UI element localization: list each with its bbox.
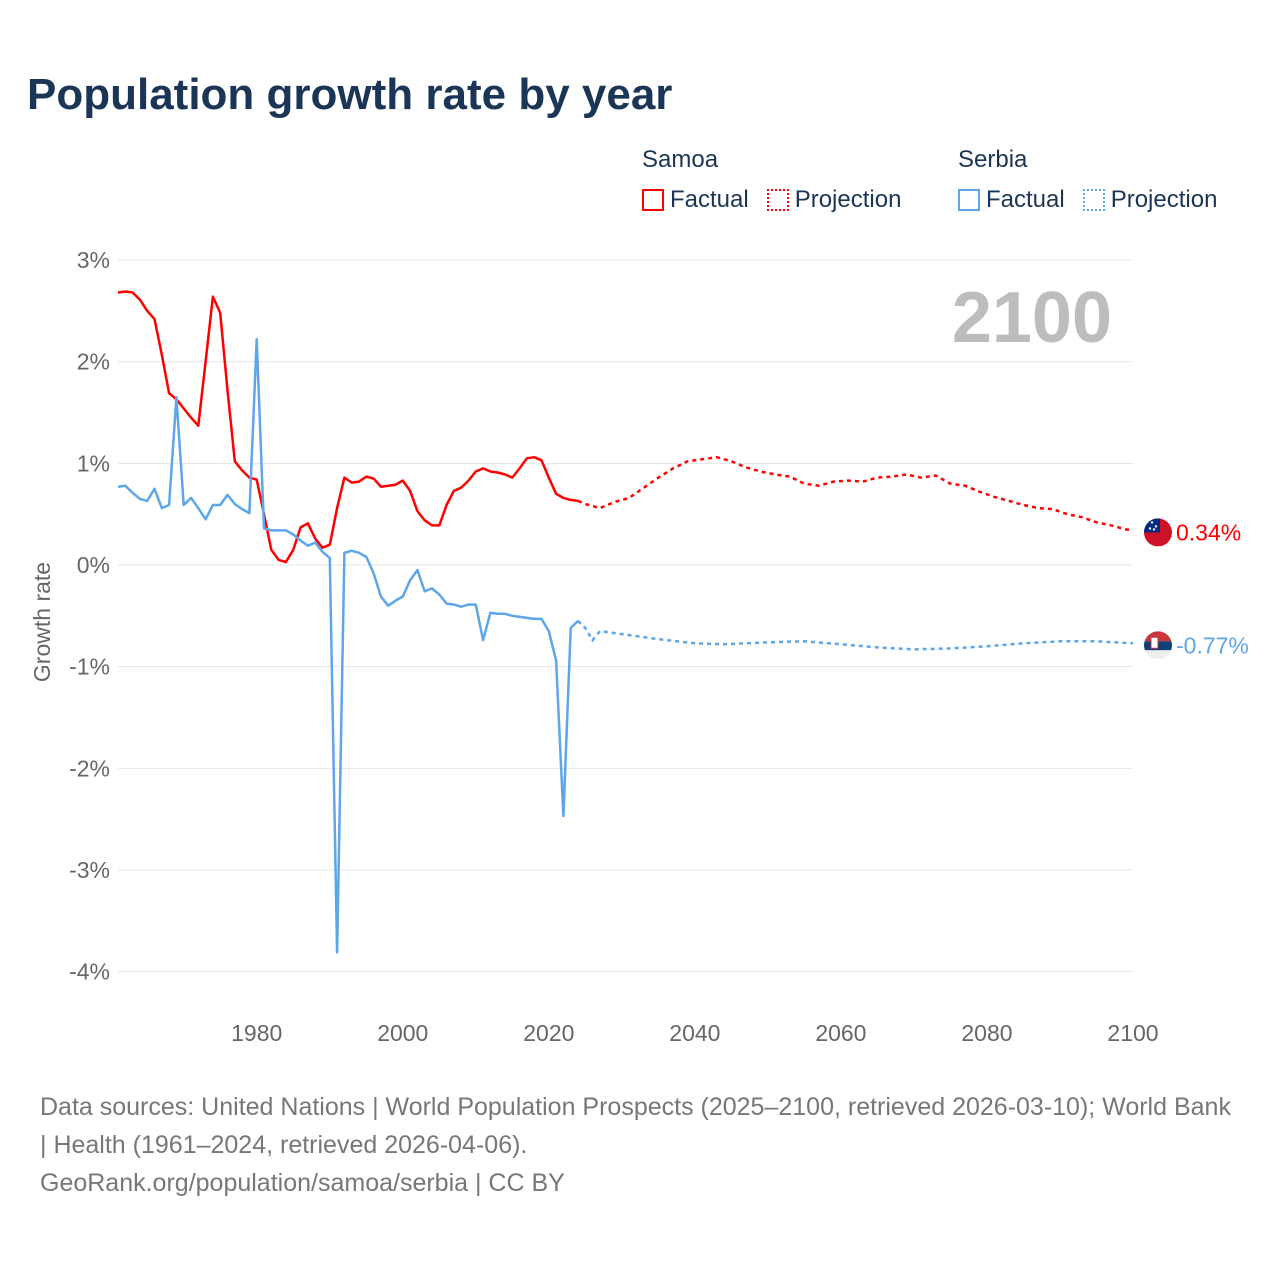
legend-samoa-projection[interactable]: Projection xyxy=(766,186,902,214)
legend-serbia-factual[interactable]: Factual xyxy=(958,186,1065,214)
x-tick-label: 2080 xyxy=(961,1020,1012,1046)
legend-swatch-solid xyxy=(958,189,980,211)
x-tick-label: 2000 xyxy=(377,1020,428,1046)
flag-star xyxy=(1150,521,1154,524)
samoa-end-value-label: 0.34% xyxy=(1176,519,1241,545)
chart-title: Population growth rate by year xyxy=(27,70,673,119)
legend-swatch-dotted xyxy=(1082,189,1105,211)
flag-body xyxy=(1144,631,1172,660)
legend-label: Factual xyxy=(986,186,1065,213)
legend-label: Factual xyxy=(670,186,749,213)
credit-link[interactable]: GeoRank.org/population/samoa/serbia | CC… xyxy=(40,1169,565,1197)
flag-stripe-red xyxy=(1144,631,1172,642)
flag-coat-of-arms xyxy=(1150,636,1159,649)
y-tick-label: 3% xyxy=(77,247,110,273)
samoa-flag-icon xyxy=(1144,518,1172,547)
year-watermark: 2100 xyxy=(952,278,1112,358)
y-axis-label: Growth rate xyxy=(29,562,55,682)
data-sources: Data sources: United Nations | World Pop… xyxy=(40,1093,1231,1159)
legend-swatch-dotted xyxy=(766,189,789,211)
serbia-projection-line xyxy=(577,620,1134,651)
y-tick-label: 2% xyxy=(77,349,110,375)
flag-star xyxy=(1154,525,1158,528)
serbia-factual-line xyxy=(117,338,579,954)
flag-star xyxy=(1152,528,1156,531)
y-tick-label: -2% xyxy=(69,755,110,781)
flag-body xyxy=(1144,518,1172,547)
x-tick-label: 2020 xyxy=(523,1020,574,1046)
x-tick-label: 1980 xyxy=(231,1020,282,1046)
flag-star xyxy=(1148,527,1152,530)
x-tick-label: 2060 xyxy=(815,1020,866,1046)
y-tick-label: -4% xyxy=(69,959,110,985)
y-tick-label: 0% xyxy=(77,552,110,578)
x-tick-label: 2040 xyxy=(669,1020,720,1046)
legend-samoa-factual[interactable]: Factual xyxy=(642,186,749,214)
y-tick-label: 1% xyxy=(77,450,110,476)
legend-label: Projection xyxy=(794,186,902,213)
legend-country-label: Samoa xyxy=(642,146,719,173)
legend-country-label: Serbia xyxy=(958,146,1028,173)
x-tick-label: 2100 xyxy=(1107,1020,1158,1046)
y-tick-label: -1% xyxy=(69,654,110,680)
legend-swatch-solid xyxy=(642,189,664,211)
legend-group-serbia: Serbia Factual Projection xyxy=(958,146,1217,214)
serbia-flag-icon xyxy=(1144,631,1172,660)
legend-group-samoa: Samoa Factual Projection xyxy=(642,146,901,214)
samoa-factual-line xyxy=(117,290,579,564)
footer: Data sources: United Nations | World Pop… xyxy=(40,1088,1240,1202)
legend-serbia-projection[interactable]: Projection xyxy=(1082,186,1218,214)
chart-plot: 3% 2% 1% 0% -1% -2% -3% -4% 1980 2000 2020 2040 2060… xyxy=(29,247,1249,1046)
flag-canton xyxy=(1144,518,1160,533)
y-tick-label: -3% xyxy=(69,857,110,883)
legend-label: Projection xyxy=(1110,186,1218,213)
samoa-projection-line xyxy=(577,455,1134,532)
serbia-end-value-label: -0.77% xyxy=(1176,632,1249,658)
flag-stripe-white xyxy=(1144,650,1172,660)
